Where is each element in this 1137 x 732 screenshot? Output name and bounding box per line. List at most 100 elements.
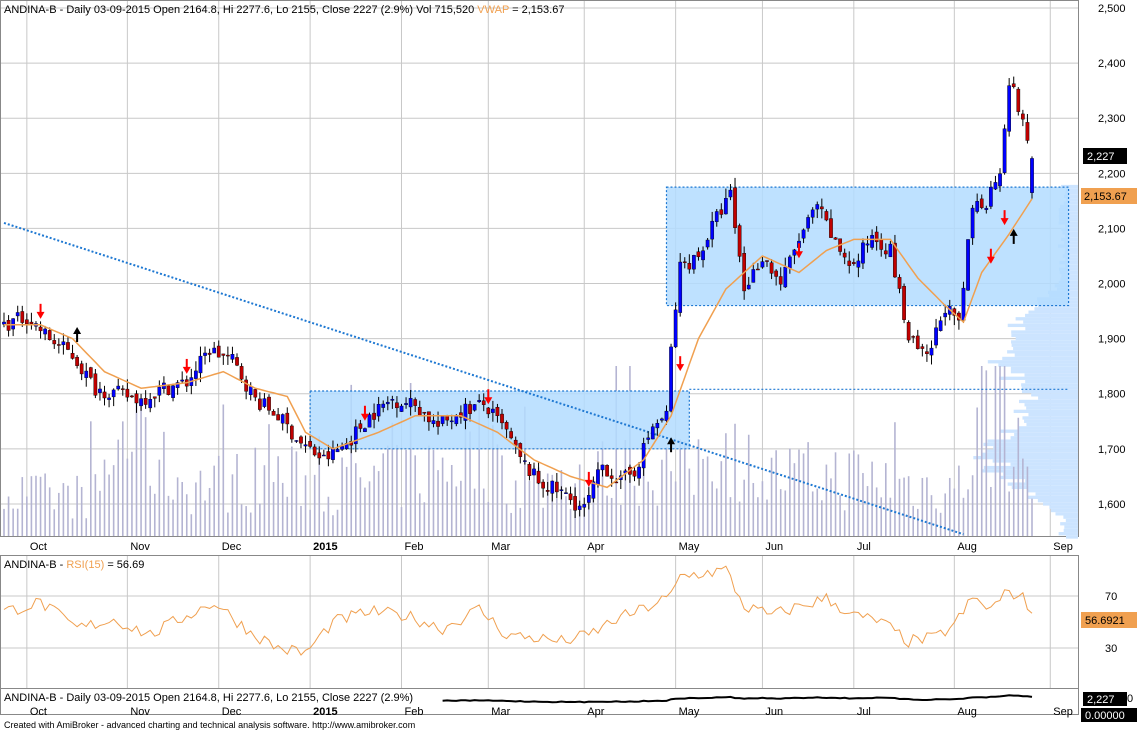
- candle-body: [340, 446, 344, 450]
- profile-bar: [1026, 406, 1078, 410]
- profile-bar: [1011, 330, 1078, 334]
- candle: [824, 209, 829, 222]
- candle: [93, 369, 98, 399]
- rsi-pane: [0, 555, 1079, 689]
- candle: [116, 378, 121, 391]
- candle-body: [139, 398, 143, 407]
- candle: [669, 343, 673, 413]
- candle-body: [851, 262, 856, 264]
- profile-bar: [1050, 508, 1078, 513]
- candle: [874, 226, 879, 251]
- candle-body: [911, 336, 916, 338]
- candle: [1025, 114, 1030, 144]
- candle-body: [961, 287, 966, 321]
- candle-body: [582, 504, 587, 508]
- candle-body: [207, 352, 212, 355]
- candle-body: [258, 398, 262, 410]
- profile-bar: [1007, 482, 1078, 486]
- candle: [11, 318, 15, 337]
- profile-bar: [1065, 264, 1078, 268]
- candle: [815, 201, 820, 219]
- profile-bar: [1063, 515, 1078, 519]
- profile-bar: [1065, 518, 1078, 523]
- profile-bar: [1064, 251, 1078, 255]
- candle: [600, 464, 605, 477]
- profile-bar: [987, 449, 1078, 453]
- candle-body: [385, 401, 390, 405]
- candle-body: [737, 225, 742, 257]
- candle-body: [769, 262, 774, 274]
- candle: [751, 262, 756, 283]
- candle-body: [902, 286, 906, 320]
- candle-body: [472, 404, 477, 411]
- candle: [294, 440, 299, 443]
- candle: [851, 258, 856, 266]
- candle-body: [56, 344, 61, 346]
- candle-body: [198, 355, 203, 374]
- candle: [262, 393, 267, 409]
- candle-body: [778, 276, 783, 285]
- profile-bar: [1024, 403, 1078, 407]
- candle: [408, 389, 413, 416]
- bottom-month-label: Dec: [222, 706, 242, 718]
- profile-bar: [1037, 498, 1078, 503]
- sell-arrow-head: [182, 366, 191, 374]
- candle: [678, 253, 683, 317]
- candle: [381, 400, 386, 413]
- candle: [532, 462, 536, 476]
- candle-body: [20, 311, 25, 323]
- candle: [925, 344, 929, 362]
- candle-body: [175, 382, 180, 388]
- profile-bar: [1059, 270, 1078, 275]
- candle: [235, 353, 239, 367]
- price-tick-label: 1,700: [1098, 444, 1126, 456]
- profile-bar: [1031, 393, 1078, 397]
- candle: [568, 486, 573, 505]
- candle-body: [459, 412, 463, 418]
- candle-body: [171, 385, 175, 398]
- candle-body: [481, 400, 486, 405]
- candle-body: [870, 235, 874, 248]
- candle-body: [408, 398, 413, 408]
- candle-body: [577, 505, 582, 510]
- candle-body: [719, 209, 724, 215]
- candle-body: [449, 420, 454, 423]
- candle-body: [564, 492, 568, 494]
- candle-body: [157, 386, 162, 396]
- profile-bar: [1010, 370, 1078, 374]
- bottom-month-label: Jul: [857, 706, 871, 718]
- candle-body: [486, 407, 491, 415]
- month-label: Jun: [765, 541, 783, 553]
- profile-bar: [1010, 462, 1078, 466]
- candle-body: [966, 239, 970, 291]
- profile-bar: [1062, 254, 1078, 258]
- candle: [934, 318, 938, 349]
- price-tick-label: 1,800: [1098, 389, 1126, 401]
- profile-bar: [1015, 336, 1078, 341]
- profile-bar: [1024, 419, 1078, 423]
- candle: [637, 461, 641, 486]
- sell-arrow: [676, 356, 685, 372]
- candle: [756, 263, 760, 271]
- price-tick-label: 1,900: [1098, 334, 1126, 346]
- month-label: Mar: [491, 541, 510, 553]
- profile-bar: [1058, 532, 1078, 536]
- sell-arrow-head: [584, 479, 593, 487]
- candle: [541, 479, 545, 498]
- candle: [993, 175, 998, 190]
- candle-body: [1016, 88, 1021, 112]
- candle-body: [632, 470, 637, 477]
- candle-body: [468, 404, 472, 414]
- profile-bar: [1065, 247, 1078, 252]
- candle: [989, 180, 993, 210]
- candle-body: [824, 211, 829, 221]
- bottom-month-label: Jun: [765, 706, 783, 718]
- profile-bar: [1062, 231, 1078, 235]
- candle: [984, 205, 989, 214]
- candle: [893, 234, 897, 278]
- candle-body: [239, 366, 244, 380]
- profile-bar: [998, 363, 1078, 367]
- candle-body: [934, 327, 938, 346]
- rsi-value-badge: 56.6921: [1081, 612, 1137, 628]
- bottom-close-badge: 2,227: [1083, 692, 1127, 706]
